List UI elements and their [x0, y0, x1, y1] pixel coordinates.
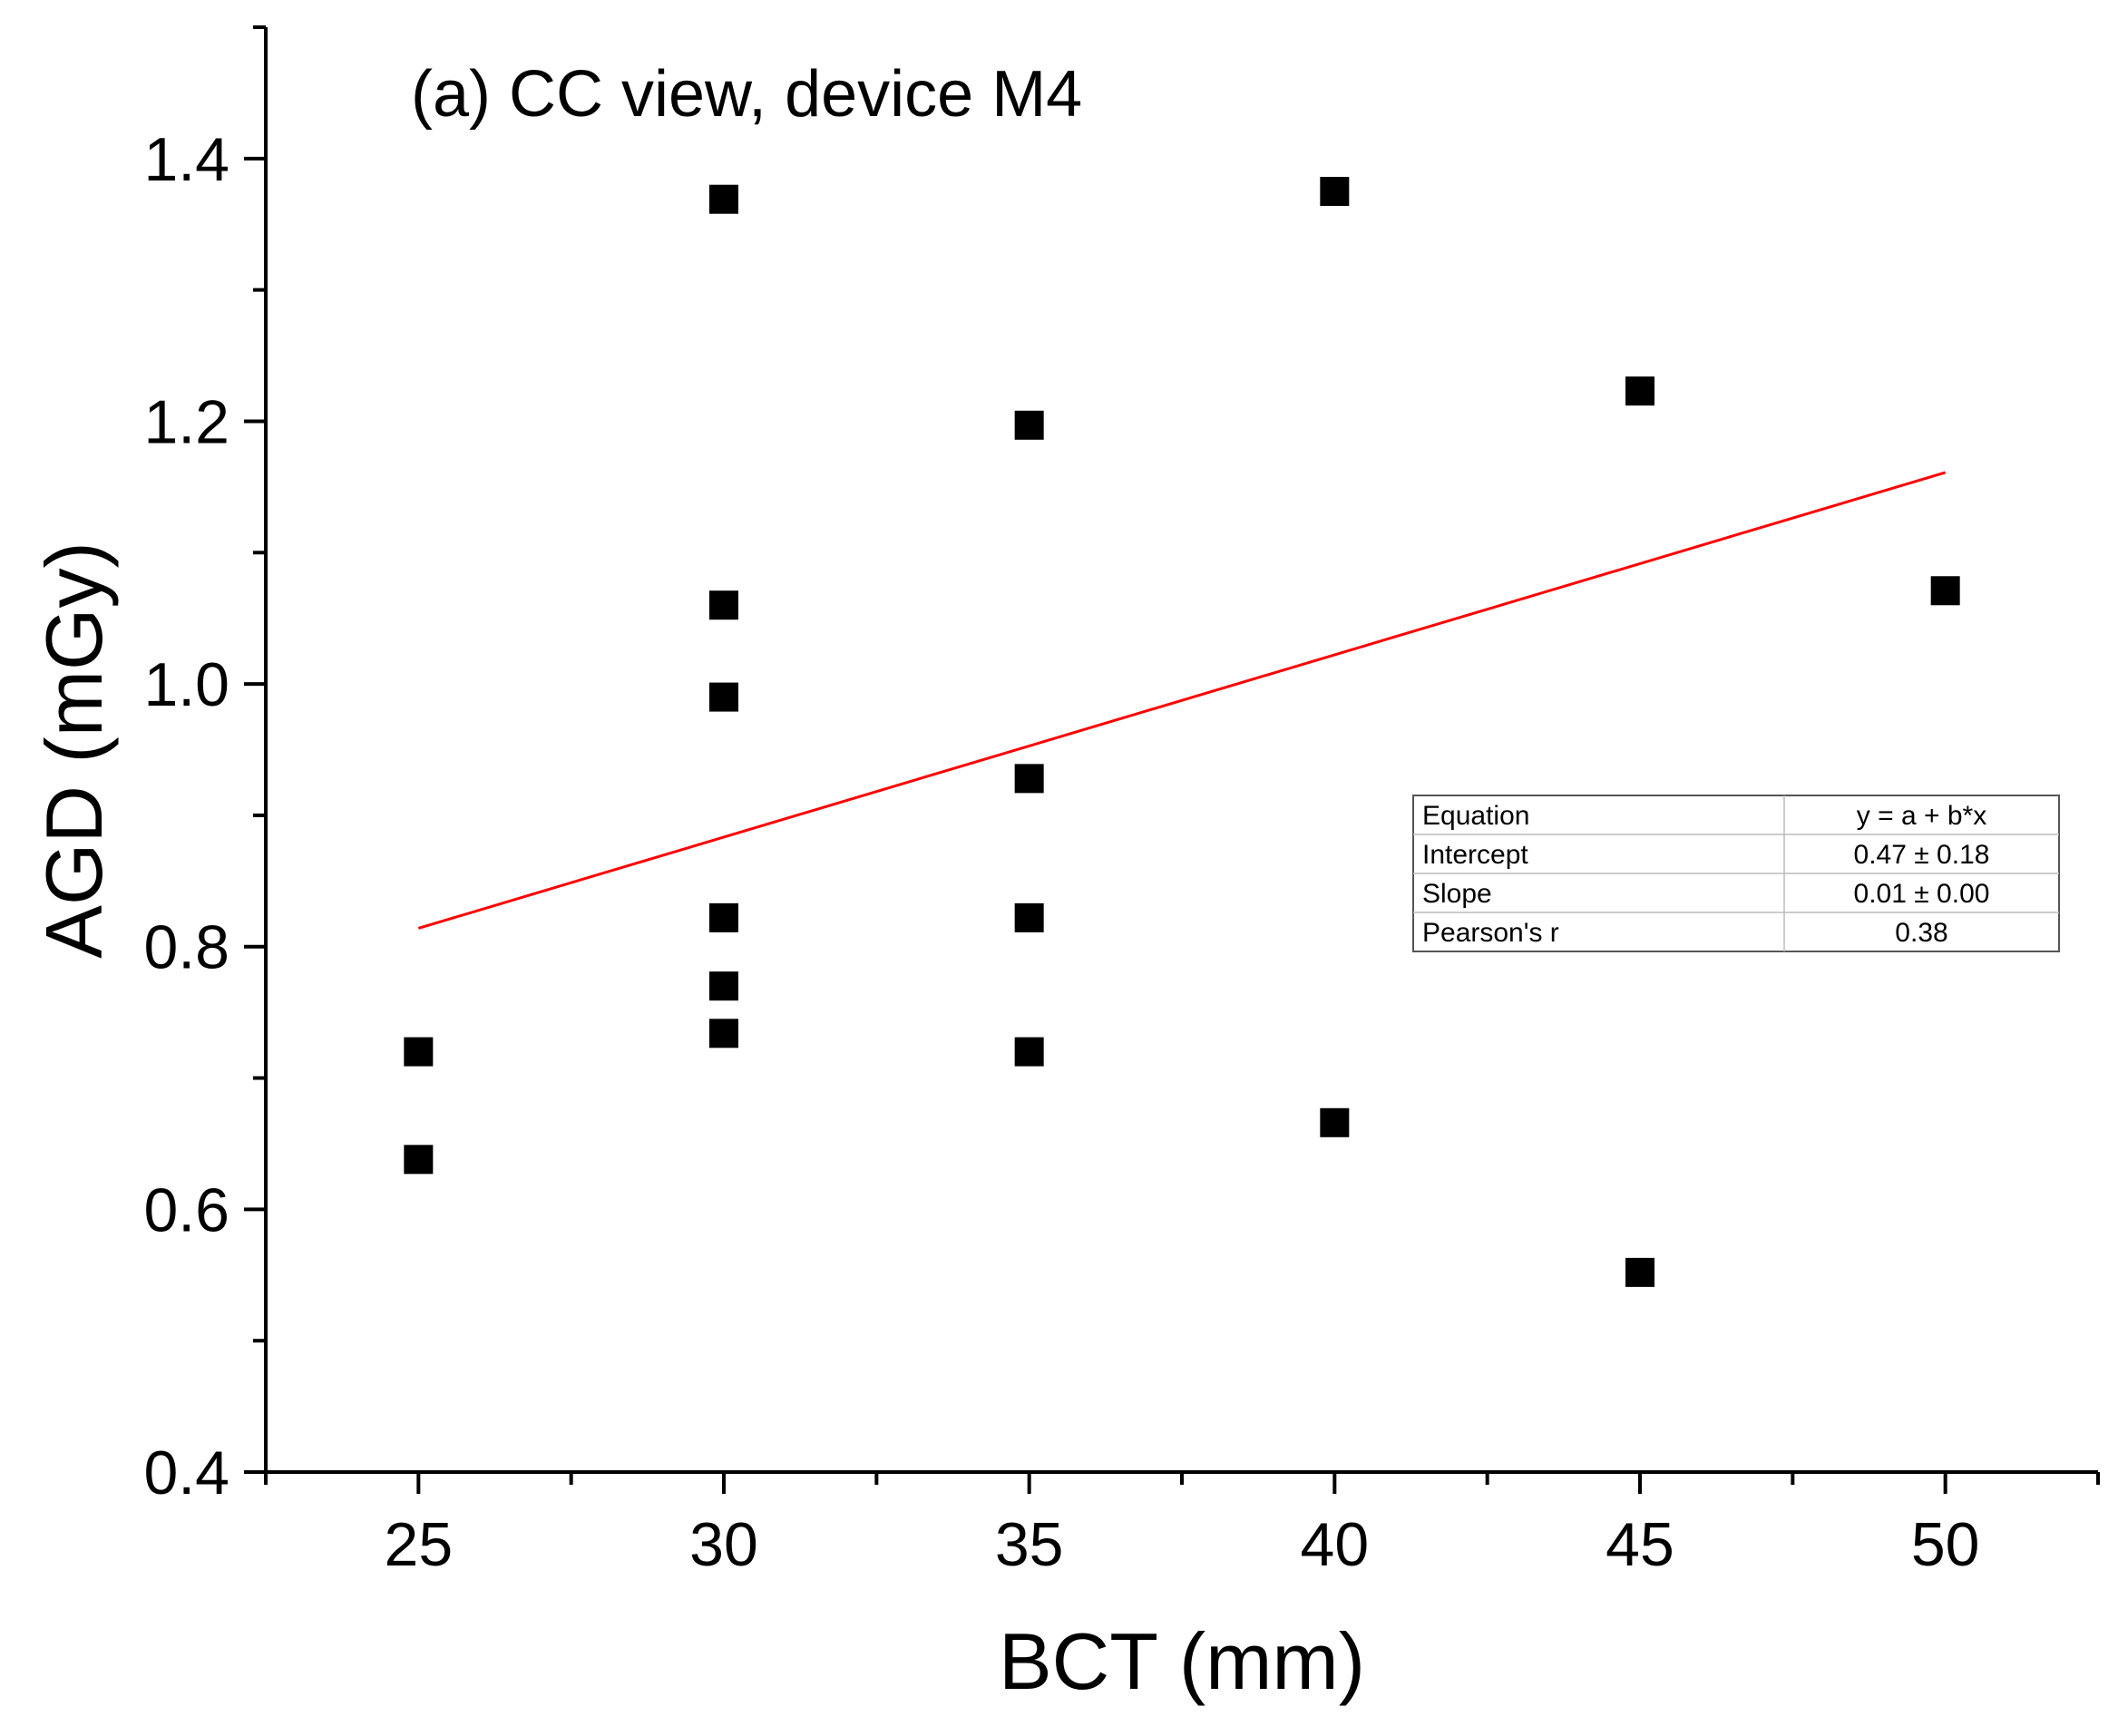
data-point — [404, 1037, 434, 1067]
chart-title: (a) CC view, device M4 — [411, 58, 1082, 131]
data-point — [709, 902, 738, 932]
fit-results-table: Equation y = a + b*x Intercept 0.47 ± 0.18 S… — [1412, 795, 2060, 952]
fit-table-value: 0.47 ± 0.18 — [1854, 840, 1990, 870]
y-tick-label: 1.2 — [143, 387, 229, 456]
x-tick-label: 45 — [1606, 1510, 1674, 1579]
fit-table-value: 0.38 — [1895, 918, 1947, 948]
y-axis-title: AGD (mGy) — [29, 541, 119, 959]
data-point — [1014, 1037, 1044, 1067]
x-tick-label: 40 — [1301, 1510, 1370, 1579]
data-point — [1014, 902, 1044, 932]
x-tick-label: 25 — [385, 1510, 454, 1579]
data-points — [404, 177, 1960, 1287]
fit-table-label: Pearson's r — [1422, 918, 1559, 948]
data-point — [1625, 1257, 1654, 1287]
x-axis-title: BCT (mm) — [999, 1616, 1365, 1706]
data-point — [709, 590, 738, 620]
data-point — [1014, 764, 1044, 794]
data-point — [1625, 376, 1654, 406]
data-point — [709, 682, 738, 712]
linear-fit-line — [417, 471, 1947, 930]
fit-table-value: 0.01 ± 0.00 — [1854, 879, 1990, 909]
fit-line-group — [417, 471, 1947, 930]
data-point — [709, 1019, 738, 1048]
data-point — [709, 184, 738, 214]
y-tick-label: 0.8 — [143, 913, 229, 982]
data-point — [709, 971, 738, 1001]
fit-table-label: Intercept — [1422, 840, 1528, 870]
x-tick-label: 30 — [689, 1510, 758, 1579]
y-tick-label: 0.4 — [143, 1439, 229, 1507]
fit-table-label: Slope — [1422, 879, 1492, 909]
data-point — [1014, 410, 1044, 440]
data-point — [1320, 1107, 1350, 1137]
axes: 25 30 35 40 45 50 0.4 0.6 0.8 1.0 1.2 1.4 — [143, 25, 2100, 1579]
x-tick-label: 50 — [1911, 1510, 1980, 1579]
fit-table-value: y = a + b*x — [1857, 801, 1986, 831]
data-point — [1930, 576, 1960, 606]
y-tick-label: 1.0 — [143, 650, 229, 719]
data-point — [404, 1145, 434, 1175]
y-tick-label: 0.6 — [143, 1175, 229, 1244]
data-point — [1320, 177, 1350, 207]
x-tick-label: 35 — [995, 1510, 1064, 1579]
y-tick-label: 1.4 — [143, 125, 229, 194]
fit-table-label: Equation — [1422, 801, 1529, 831]
